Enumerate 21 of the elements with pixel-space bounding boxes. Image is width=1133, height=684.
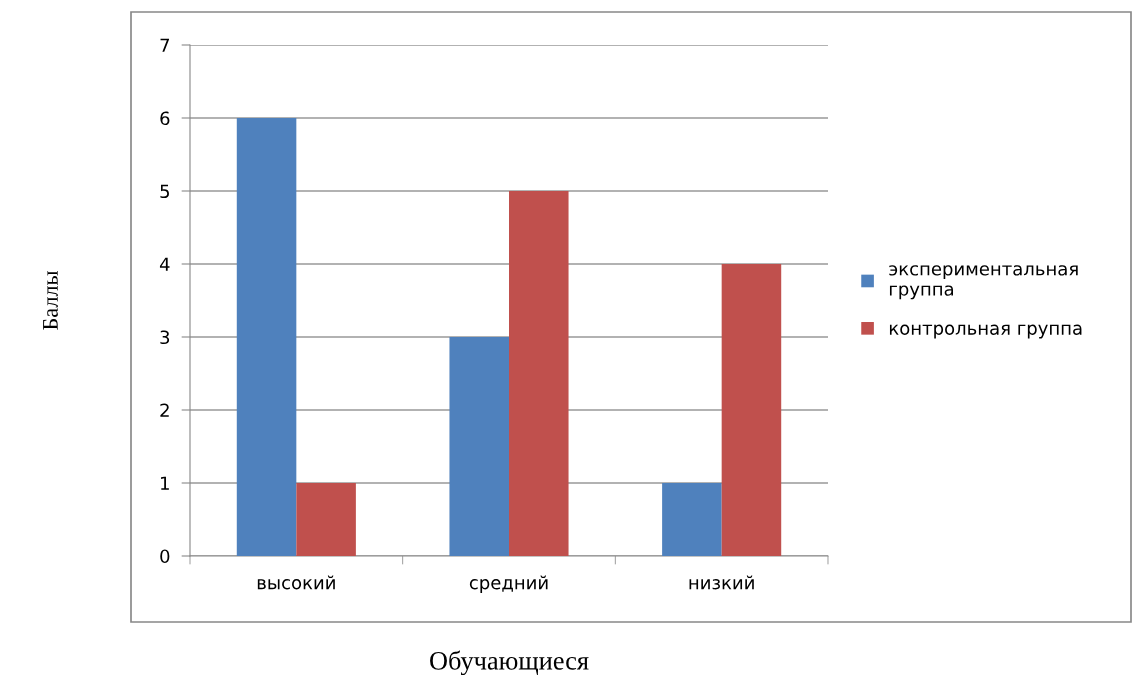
- y-tick-label: 7: [160, 38, 170, 52]
- y-axis-title: Баллы: [43, 271, 58, 330]
- x-tick-label: низкий: [689, 575, 754, 590]
- bar: [236, 118, 297, 556]
- bar: [721, 264, 782, 556]
- x-axis-title: Обучающиеся: [430, 650, 589, 676]
- y-tick-label: 0: [160, 549, 170, 564]
- legend-label: экспериментальная группа: [889, 265, 1078, 300]
- bar: [662, 483, 722, 556]
- y-tick-label: 2: [160, 403, 169, 417]
- y-tick-label: 4: [159, 257, 170, 271]
- y-tick-label: 6: [160, 111, 170, 126]
- bar: [296, 483, 356, 556]
- x-tick-label: высокий: [257, 575, 335, 590]
- y-tick-label: 1: [161, 476, 169, 490]
- bar: [509, 191, 569, 556]
- y-tick-label: 3: [160, 330, 170, 345]
- bar: [449, 337, 509, 556]
- legend-label: контрольная группа: [889, 324, 1082, 339]
- x-tick-label: средний: [469, 575, 548, 593]
- y-tick-label: 5: [160, 184, 169, 199]
